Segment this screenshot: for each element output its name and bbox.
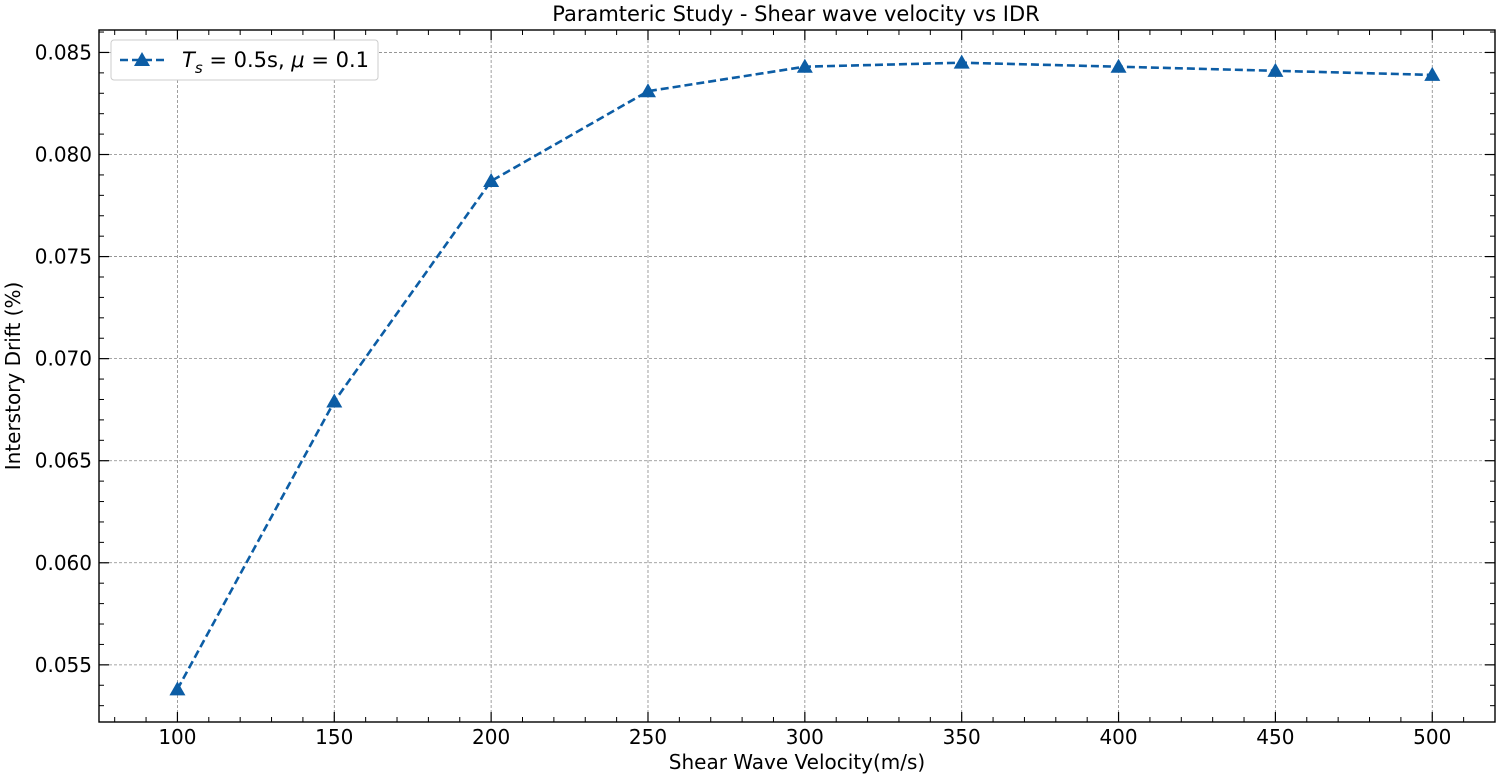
data-point-marker — [483, 173, 500, 188]
data-point-marker — [1424, 66, 1441, 81]
grid-lines — [99, 30, 1495, 722]
x-tick-label: 400 — [1099, 725, 1137, 749]
y-tick-labels: 0.055 0.060 0.065 0.070 0.075 0.080 0.085 — [35, 40, 92, 676]
y-tick-label: 0.085 — [35, 40, 92, 64]
x-tick-labels: 100 150 200 250 300 350 400 450 500 — [158, 725, 1451, 749]
x-axis-label: Shear Wave Velocity(m/s) — [669, 750, 925, 774]
x-tick-label: 200 — [472, 725, 510, 749]
x-tick-label: 300 — [786, 725, 824, 749]
y-tick-label: 0.080 — [35, 143, 92, 167]
legend-box — [110, 39, 379, 81]
y-axis-label: Interstory Drift (%) — [1, 282, 25, 471]
y-tick-label: 0.055 — [35, 653, 92, 677]
y-tick-label: 0.060 — [35, 551, 92, 575]
x-tick-label: 100 — [158, 725, 196, 749]
legend-label-series-1: Ts = 0.5s, μ = 0.1 — [182, 48, 369, 77]
data-point-marker — [1110, 58, 1127, 73]
y-tick-label: 0.065 — [35, 449, 92, 473]
data-point-marker — [326, 393, 343, 408]
plot-frame — [98, 29, 1496, 723]
x-tick-label: 150 — [315, 725, 353, 749]
series-layer — [169, 54, 1441, 696]
chart-title: Paramteric Study - Shear wave velocity v… — [552, 2, 1040, 26]
x-tick-label: 350 — [943, 725, 981, 749]
data-point-marker — [169, 681, 186, 696]
axis-ticks — [99, 30, 1496, 722]
x-tick-label: 250 — [629, 725, 667, 749]
legend-marker-triangle-icon — [134, 52, 150, 66]
data-point-marker — [796, 58, 813, 73]
y-tick-label: 0.070 — [35, 347, 92, 371]
data-point-marker — [639, 83, 656, 98]
x-tick-label: 500 — [1413, 725, 1451, 749]
legend: Ts = 0.5s, μ = 0.1 — [110, 39, 379, 81]
x-tick-label: 450 — [1256, 725, 1294, 749]
y-tick-label: 0.075 — [35, 245, 92, 269]
data-point-marker — [1267, 62, 1284, 77]
data-point-marker — [953, 54, 970, 69]
